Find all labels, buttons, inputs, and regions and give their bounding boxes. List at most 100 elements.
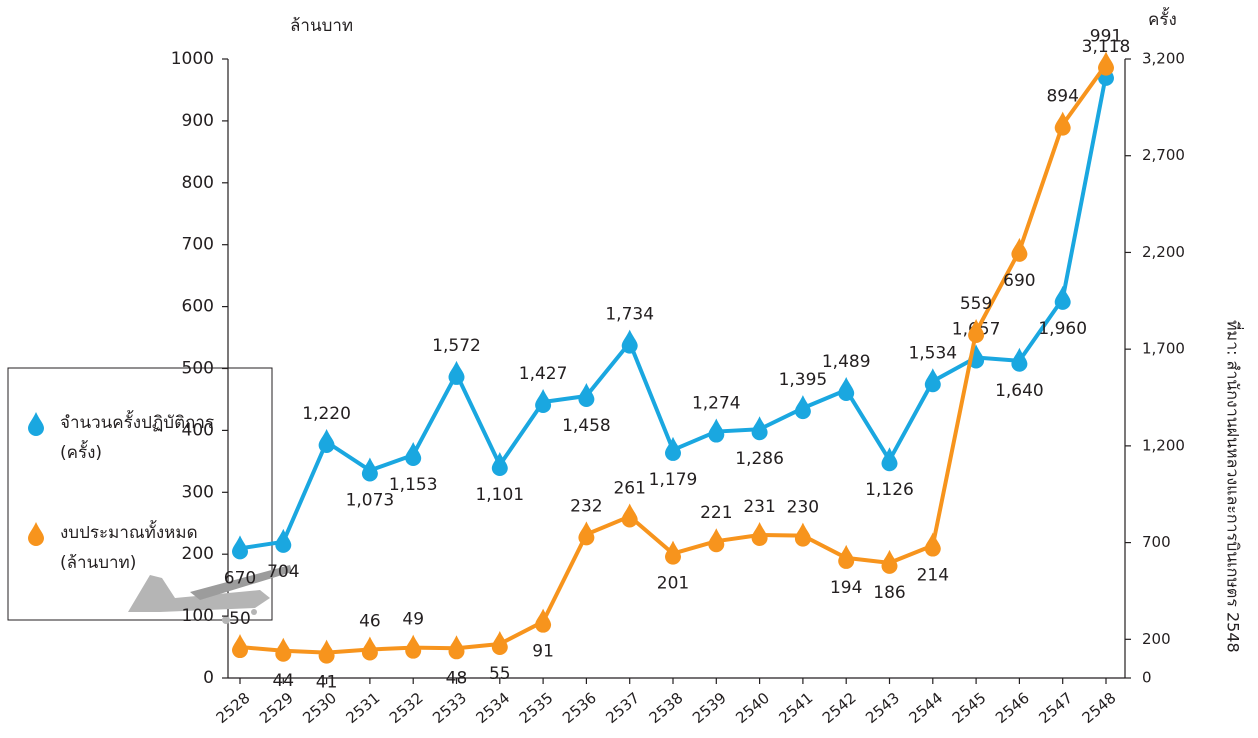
point-marker <box>838 377 854 401</box>
point-marker <box>232 535 248 559</box>
legend-marker <box>28 412 44 436</box>
y-tick-label: 900 <box>182 111 214 131</box>
y2-tick-label: 1,700 <box>1142 340 1185 358</box>
data-label: 1,458 <box>562 416 611 436</box>
point-marker <box>752 522 768 546</box>
point-marker <box>1011 238 1027 262</box>
x-tick-label: 2540 <box>732 689 773 727</box>
data-label: 1,572 <box>432 336 481 356</box>
data-label: 1,640 <box>995 381 1044 401</box>
point-marker <box>925 533 941 557</box>
y2-tick-label: 3,200 <box>1142 50 1185 68</box>
y2-tick-label: 200 <box>1142 630 1171 648</box>
data-label: 1,960 <box>1038 319 1087 339</box>
point-marker <box>882 550 898 574</box>
data-label: 1,073 <box>346 490 395 510</box>
point-marker <box>319 429 335 453</box>
data-label: 48 <box>446 668 468 688</box>
y-tick-label: 300 <box>182 482 214 502</box>
chart: ล้านบาท ครั้ง ที่มา: สำนักงานฝนหลวงและกา… <box>0 0 1258 734</box>
point-marker <box>535 389 551 413</box>
page: {"chart_data": {"type": "line", "y_label… <box>0 0 1258 734</box>
x-tick-label: 2531 <box>343 689 384 727</box>
x-tick-label: 2547 <box>1035 689 1076 727</box>
data-label: 194 <box>830 578 862 598</box>
data-label: 559 <box>960 294 992 314</box>
x-tick-label: 2544 <box>905 689 946 727</box>
point-marker <box>275 638 291 662</box>
data-label: 1,489 <box>822 352 871 372</box>
data-label: 1,427 <box>519 364 568 384</box>
y-tick-label: 100 <box>182 606 214 626</box>
y2-tick-label: 2,200 <box>1142 243 1185 261</box>
point-marker <box>665 541 681 565</box>
data-label: 221 <box>700 503 732 523</box>
point-marker <box>319 640 335 664</box>
data-label: 670 <box>224 568 256 588</box>
x-tick-label: 2538 <box>646 689 687 727</box>
data-label: 231 <box>743 497 775 517</box>
point-marker <box>795 395 811 419</box>
point-marker <box>925 368 941 392</box>
data-label: 49 <box>402 610 424 630</box>
y-tick-label: 500 <box>182 359 214 379</box>
point-marker <box>405 635 421 659</box>
data-label: 1,153 <box>389 475 438 495</box>
data-label: 894 <box>1046 87 1078 107</box>
data-label: 232 <box>570 496 602 516</box>
x-tick-label: 2529 <box>256 689 297 727</box>
data-label: 1,179 <box>649 470 698 490</box>
x-tick-label: 2543 <box>862 689 903 727</box>
data-label: 41 <box>316 673 338 693</box>
x-tick-label: 2534 <box>472 689 513 727</box>
x-tick-label: 2548 <box>1079 689 1120 727</box>
y-tick-label: 0 <box>203 668 214 688</box>
data-label: 46 <box>359 612 381 632</box>
x-tick-label: 2539 <box>689 689 730 727</box>
data-label: 261 <box>613 478 645 498</box>
legend-label: งบประมาณทั้งหมด(ล้านบาท) <box>60 520 198 573</box>
point-marker <box>622 503 638 527</box>
data-label: 690 <box>1003 271 1035 291</box>
y2-tick-label: 0 <box>1142 669 1152 687</box>
point-marker <box>578 521 594 545</box>
data-label: 44 <box>272 671 294 691</box>
data-label: 991 <box>1090 27 1122 47</box>
point-marker <box>492 631 508 655</box>
data-label: 50 <box>229 609 251 629</box>
data-label: 704 <box>267 562 299 582</box>
y-axis-label: ล้านบาท <box>290 16 353 36</box>
y-tick-label: 200 <box>182 544 214 564</box>
data-label: 1,274 <box>692 394 741 414</box>
x-tick-label: 2528 <box>213 689 254 727</box>
data-label: 1,126 <box>865 480 914 500</box>
y2-tick-label: 2,700 <box>1142 146 1185 164</box>
data-label: 1,734 <box>605 305 654 325</box>
y-tick-label: 700 <box>182 235 214 255</box>
point-marker <box>622 330 638 354</box>
x-tick-label: 2530 <box>299 689 340 727</box>
data-label: 214 <box>917 566 949 586</box>
x-tick-label: 2532 <box>386 689 427 727</box>
x-tick-label: 2546 <box>992 689 1033 727</box>
x-tick-label: 2536 <box>559 689 600 727</box>
point-marker <box>752 416 768 440</box>
x-tick-label: 2542 <box>819 689 860 727</box>
point-marker <box>232 634 248 658</box>
y2-tick-label: 1,200 <box>1142 436 1185 454</box>
data-label: 91 <box>532 642 554 662</box>
point-marker <box>838 545 854 569</box>
point-marker <box>708 528 724 552</box>
data-label: 230 <box>787 498 819 518</box>
data-label: 1,286 <box>735 449 784 469</box>
data-label: 55 <box>489 664 511 684</box>
data-label: 1,395 <box>779 370 828 390</box>
y2-axis-label: ครั้ง <box>1148 7 1177 30</box>
point-marker <box>1055 286 1071 310</box>
data-label: 1,534 <box>908 343 957 363</box>
point-marker <box>708 419 724 443</box>
point-marker <box>362 457 378 481</box>
data-label: 1,220 <box>302 404 351 424</box>
point-marker <box>449 361 465 385</box>
y2-tick-label: 700 <box>1142 533 1171 551</box>
